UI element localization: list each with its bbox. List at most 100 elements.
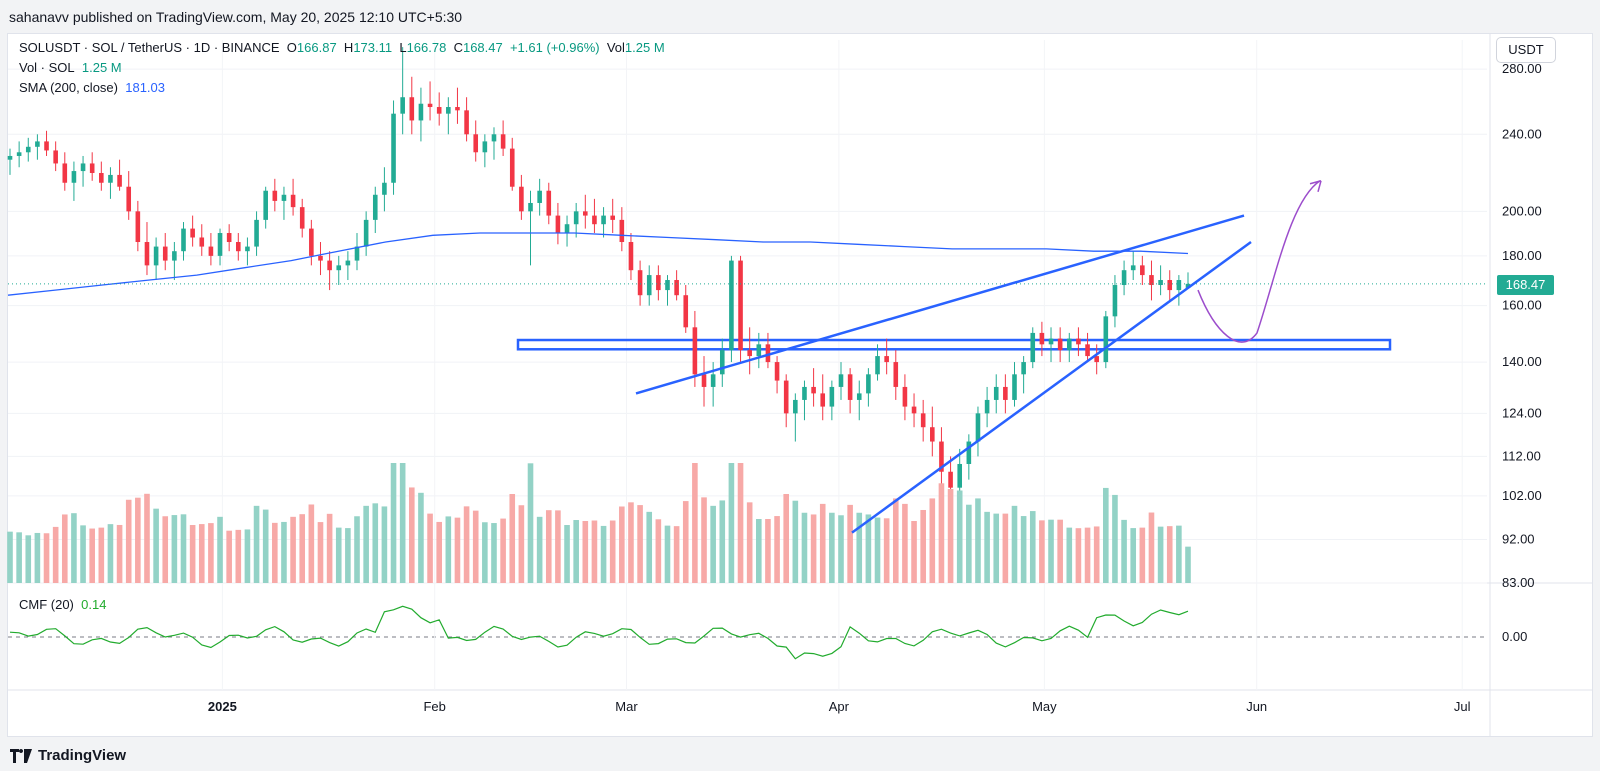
- y-tick-label: 102.00: [1502, 488, 1542, 503]
- volume-bar: [701, 497, 707, 583]
- candle-body: [583, 211, 588, 216]
- candle-body: [957, 463, 963, 488]
- candle-body: [181, 228, 186, 252]
- candle-body: [464, 110, 469, 135]
- candle-body: [738, 260, 743, 351]
- volume-bar: [445, 516, 452, 583]
- candle-body: [637, 270, 643, 296]
- candle-body: [372, 194, 378, 220]
- candle-body: [1039, 332, 1045, 345]
- volume-bar: [418, 492, 424, 583]
- candle-body: [263, 190, 268, 220]
- candle-body: [290, 194, 296, 208]
- volume-bar: [920, 509, 926, 583]
- volume-bar: [308, 504, 315, 583]
- cmf-line: [9, 605, 1189, 660]
- legend-cmf-line[interactable]: CMF (20) 0.14: [19, 597, 107, 612]
- candle-body: [117, 174, 122, 187]
- volume-bar: [527, 463, 534, 583]
- y-tick-label: 83.00: [1502, 575, 1535, 590]
- legend-volume-line[interactable]: Vol · SOL 1.25 M: [19, 60, 122, 75]
- volume-bar: [829, 512, 835, 583]
- volume-bar: [1084, 527, 1091, 583]
- volume-bar: [938, 483, 945, 583]
- candle-body: [281, 194, 287, 201]
- candle-body: [309, 228, 314, 256]
- candle-body: [1176, 280, 1182, 291]
- candle-body: [984, 399, 990, 414]
- volume-bar: [1176, 525, 1182, 583]
- candle-body: [427, 103, 433, 108]
- lower-trendline: [851, 241, 1252, 534]
- volume-bar: [208, 523, 214, 583]
- cmf-zero-label: 0.00: [1502, 629, 1527, 644]
- candle-body: [610, 215, 615, 220]
- chart-panel[interactable]: [7, 33, 1593, 737]
- legend-symbol[interactable]: SOLUSDT · SOL / TetherUS · 1D · BINANCE: [19, 40, 280, 55]
- candle-body: [838, 374, 844, 387]
- volume-bar: [52, 526, 59, 583]
- candle-body: [665, 280, 670, 291]
- candle-body: [235, 242, 241, 252]
- candle-body: [1185, 283, 1191, 288]
- candle-body: [89, 163, 95, 173]
- y-tick-label: 280.00: [1502, 61, 1542, 76]
- volume-bar: [892, 498, 899, 583]
- legend-symbol-line: SOLUSDT · SOL / TetherUS · 1D · BINANCE …: [19, 40, 665, 55]
- volume-bar: [692, 463, 698, 583]
- volume-bar: [1103, 487, 1109, 583]
- candle-body: [1158, 280, 1163, 286]
- candle-body: [327, 260, 332, 271]
- candle-body: [199, 237, 205, 247]
- candle-body: [856, 393, 862, 400]
- candle-body: [519, 186, 524, 212]
- volume-bar: [600, 525, 607, 583]
- volume-bar: [89, 528, 95, 583]
- candle-body: [363, 219, 369, 247]
- volume-bar: [482, 522, 488, 583]
- legend-volume: 1.25 M: [624, 40, 665, 55]
- candle-body: [1149, 275, 1154, 286]
- candle-body: [1121, 270, 1127, 286]
- tradingview-logo-icon: [10, 748, 32, 763]
- volume-bar: [746, 502, 753, 583]
- candle-body: [16, 152, 22, 156]
- currency-button[interactable]: USDT: [1496, 37, 1556, 63]
- volume-bar: [153, 508, 159, 583]
- volume-bar: [774, 516, 780, 583]
- volume-bar: [472, 510, 479, 583]
- candle-body: [765, 344, 771, 363]
- candle-body: [866, 374, 871, 394]
- volume-bar: [43, 533, 50, 583]
- volume-bar: [1020, 516, 1027, 583]
- volume-bar: [1130, 528, 1137, 583]
- candle-body: [391, 113, 396, 183]
- volume-bar: [1148, 512, 1155, 583]
- candle-body: [875, 356, 880, 375]
- candle-body: [318, 255, 323, 261]
- candle-body: [820, 393, 826, 407]
- volume-bar: [911, 521, 917, 583]
- volume-bar: [1093, 526, 1100, 583]
- volume-bar: [1057, 519, 1063, 583]
- candle-body: [153, 246, 159, 266]
- candle-body: [893, 362, 899, 387]
- candle-body: [1103, 316, 1109, 363]
- candle-body: [1030, 332, 1036, 363]
- legend-sma-line[interactable]: SMA (200, close) 181.03: [19, 80, 165, 95]
- tradingview-logo[interactable]: TradingView: [10, 747, 126, 764]
- candle-body: [1057, 338, 1063, 351]
- candle-body: [53, 150, 58, 164]
- legend-close: 168.47: [462, 40, 503, 55]
- volume-bar: [1121, 519, 1127, 583]
- volume-bar: [555, 510, 561, 583]
- publisher-text: sahanavv published on TradingView.com, M…: [9, 9, 463, 25]
- candle-body: [299, 207, 305, 229]
- candle-body: [1094, 356, 1099, 363]
- sma-line: [7, 232, 1189, 296]
- candle-body: [254, 219, 259, 247]
- candle-body: [482, 141, 488, 153]
- volume-bar: [107, 524, 114, 583]
- candle-body: [418, 103, 424, 121]
